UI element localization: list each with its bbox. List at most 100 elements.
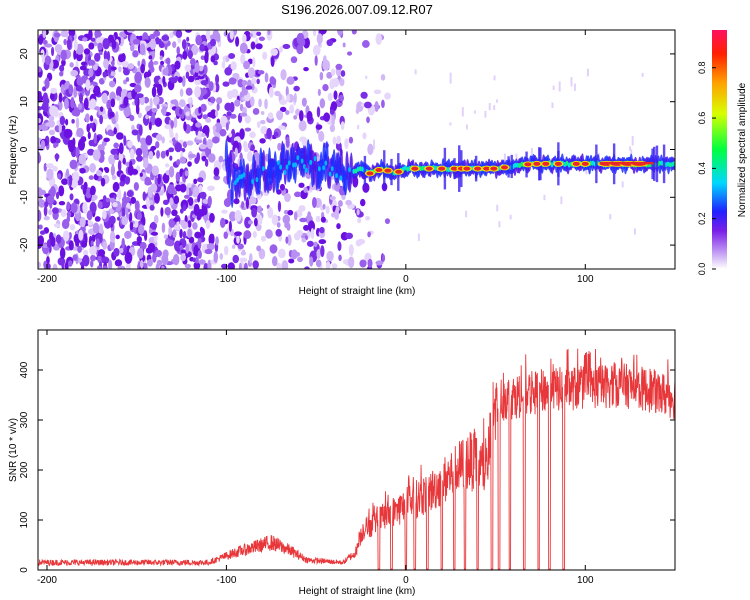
noise-blob	[187, 97, 192, 104]
noise-blob	[171, 209, 178, 217]
noise-blob	[43, 162, 47, 172]
ridge-core	[520, 161, 524, 167]
noise-blob	[194, 71, 199, 78]
noise-blob	[243, 140, 248, 150]
noise-blob	[83, 249, 89, 256]
noise-blob	[198, 95, 204, 101]
noise-blob	[301, 237, 307, 243]
noise-blob	[143, 262, 148, 269]
ridge-core	[233, 180, 237, 186]
ridge-core	[565, 160, 569, 166]
noise-blob	[144, 180, 152, 186]
noise-blob	[38, 187, 43, 197]
noise-blob	[162, 76, 166, 85]
noise-blob	[252, 231, 257, 239]
noise-blob	[108, 64, 112, 76]
noise-blob	[157, 173, 161, 185]
noise-blob	[234, 231, 242, 237]
noise-blob	[90, 254, 97, 262]
ridge-core	[322, 165, 326, 171]
noise-blob	[223, 31, 229, 37]
noise-blob	[59, 64, 65, 72]
ridge-core	[664, 162, 668, 168]
noise-blob	[108, 80, 116, 88]
noise-blob	[75, 117, 80, 130]
noise-blob	[223, 245, 229, 256]
noise-blob	[189, 58, 196, 66]
noise-blob	[338, 254, 342, 262]
noise-blob	[225, 122, 229, 131]
ridge-spike	[510, 154, 513, 179]
noise-blob	[64, 82, 69, 90]
noise-blob	[215, 236, 219, 246]
noise-blob	[116, 132, 124, 140]
noise-blob	[88, 175, 94, 180]
snr-ytick-label: 200	[19, 461, 30, 478]
snr-ytick-label: 0	[19, 567, 30, 573]
noise-blob	[202, 125, 210, 136]
noise-blob	[156, 150, 160, 159]
noise-blob	[146, 259, 153, 267]
noise-blob	[161, 105, 167, 116]
noise-blob	[341, 194, 346, 200]
noise-blob	[185, 111, 190, 117]
noise-blob	[124, 230, 132, 239]
noise-blob	[90, 98, 97, 109]
noise-blob	[148, 151, 154, 160]
noise-streak	[530, 147, 533, 158]
noise-blob	[160, 150, 166, 159]
noise-blob	[181, 75, 186, 88]
noise-blob	[89, 245, 97, 256]
noise-blob	[126, 190, 134, 198]
noise-blob	[232, 254, 240, 264]
noise-blob	[304, 266, 310, 269]
noise-blob	[128, 211, 133, 223]
noise-blob	[103, 50, 108, 61]
ridge-core	[317, 166, 321, 172]
noise-blob	[144, 76, 151, 88]
noise-blob	[111, 175, 117, 181]
ridge-core	[352, 168, 356, 174]
noise-blob	[140, 259, 144, 269]
noise-blob	[329, 109, 335, 115]
noise-blob	[228, 220, 232, 232]
noise-blob	[312, 30, 317, 37]
noise-blob	[168, 166, 175, 178]
noise-blob	[89, 115, 94, 122]
noise-blob	[221, 209, 228, 214]
noise-blob	[92, 64, 98, 71]
noise-blob	[293, 211, 298, 221]
noise-blob	[267, 30, 271, 36]
noise-blob	[38, 261, 41, 269]
noise-blob	[306, 110, 313, 122]
noise-blob	[72, 171, 80, 183]
spectrogram-ytick-label: 20	[19, 48, 30, 60]
noise-blob	[148, 121, 152, 131]
noise-blob	[355, 108, 360, 114]
noise-blob	[170, 120, 174, 129]
noise-blob	[338, 94, 344, 102]
noise-blob	[232, 140, 240, 153]
noise-blob	[191, 44, 199, 56]
noise-blob	[240, 53, 246, 65]
noise-blob	[88, 67, 94, 78]
snr-frame	[37, 329, 676, 571]
noise-streak	[631, 135, 634, 146]
noise-blob	[256, 121, 261, 128]
noise-blob	[113, 247, 120, 257]
noise-blob	[164, 238, 171, 246]
noise-blob	[258, 36, 266, 41]
ridge-hotspot-core	[581, 161, 589, 166]
noise-blob	[118, 66, 122, 73]
noise-blob	[210, 55, 216, 63]
noise-blob	[121, 237, 125, 250]
ridge-hotspot-core	[450, 166, 458, 171]
noise-blob	[147, 186, 153, 198]
noise-blob	[167, 184, 176, 195]
noise-blob	[248, 253, 253, 264]
ridge-core	[279, 164, 282, 170]
noise-blob	[319, 98, 326, 109]
ridge-core	[305, 167, 308, 173]
noise-blob	[367, 143, 374, 156]
